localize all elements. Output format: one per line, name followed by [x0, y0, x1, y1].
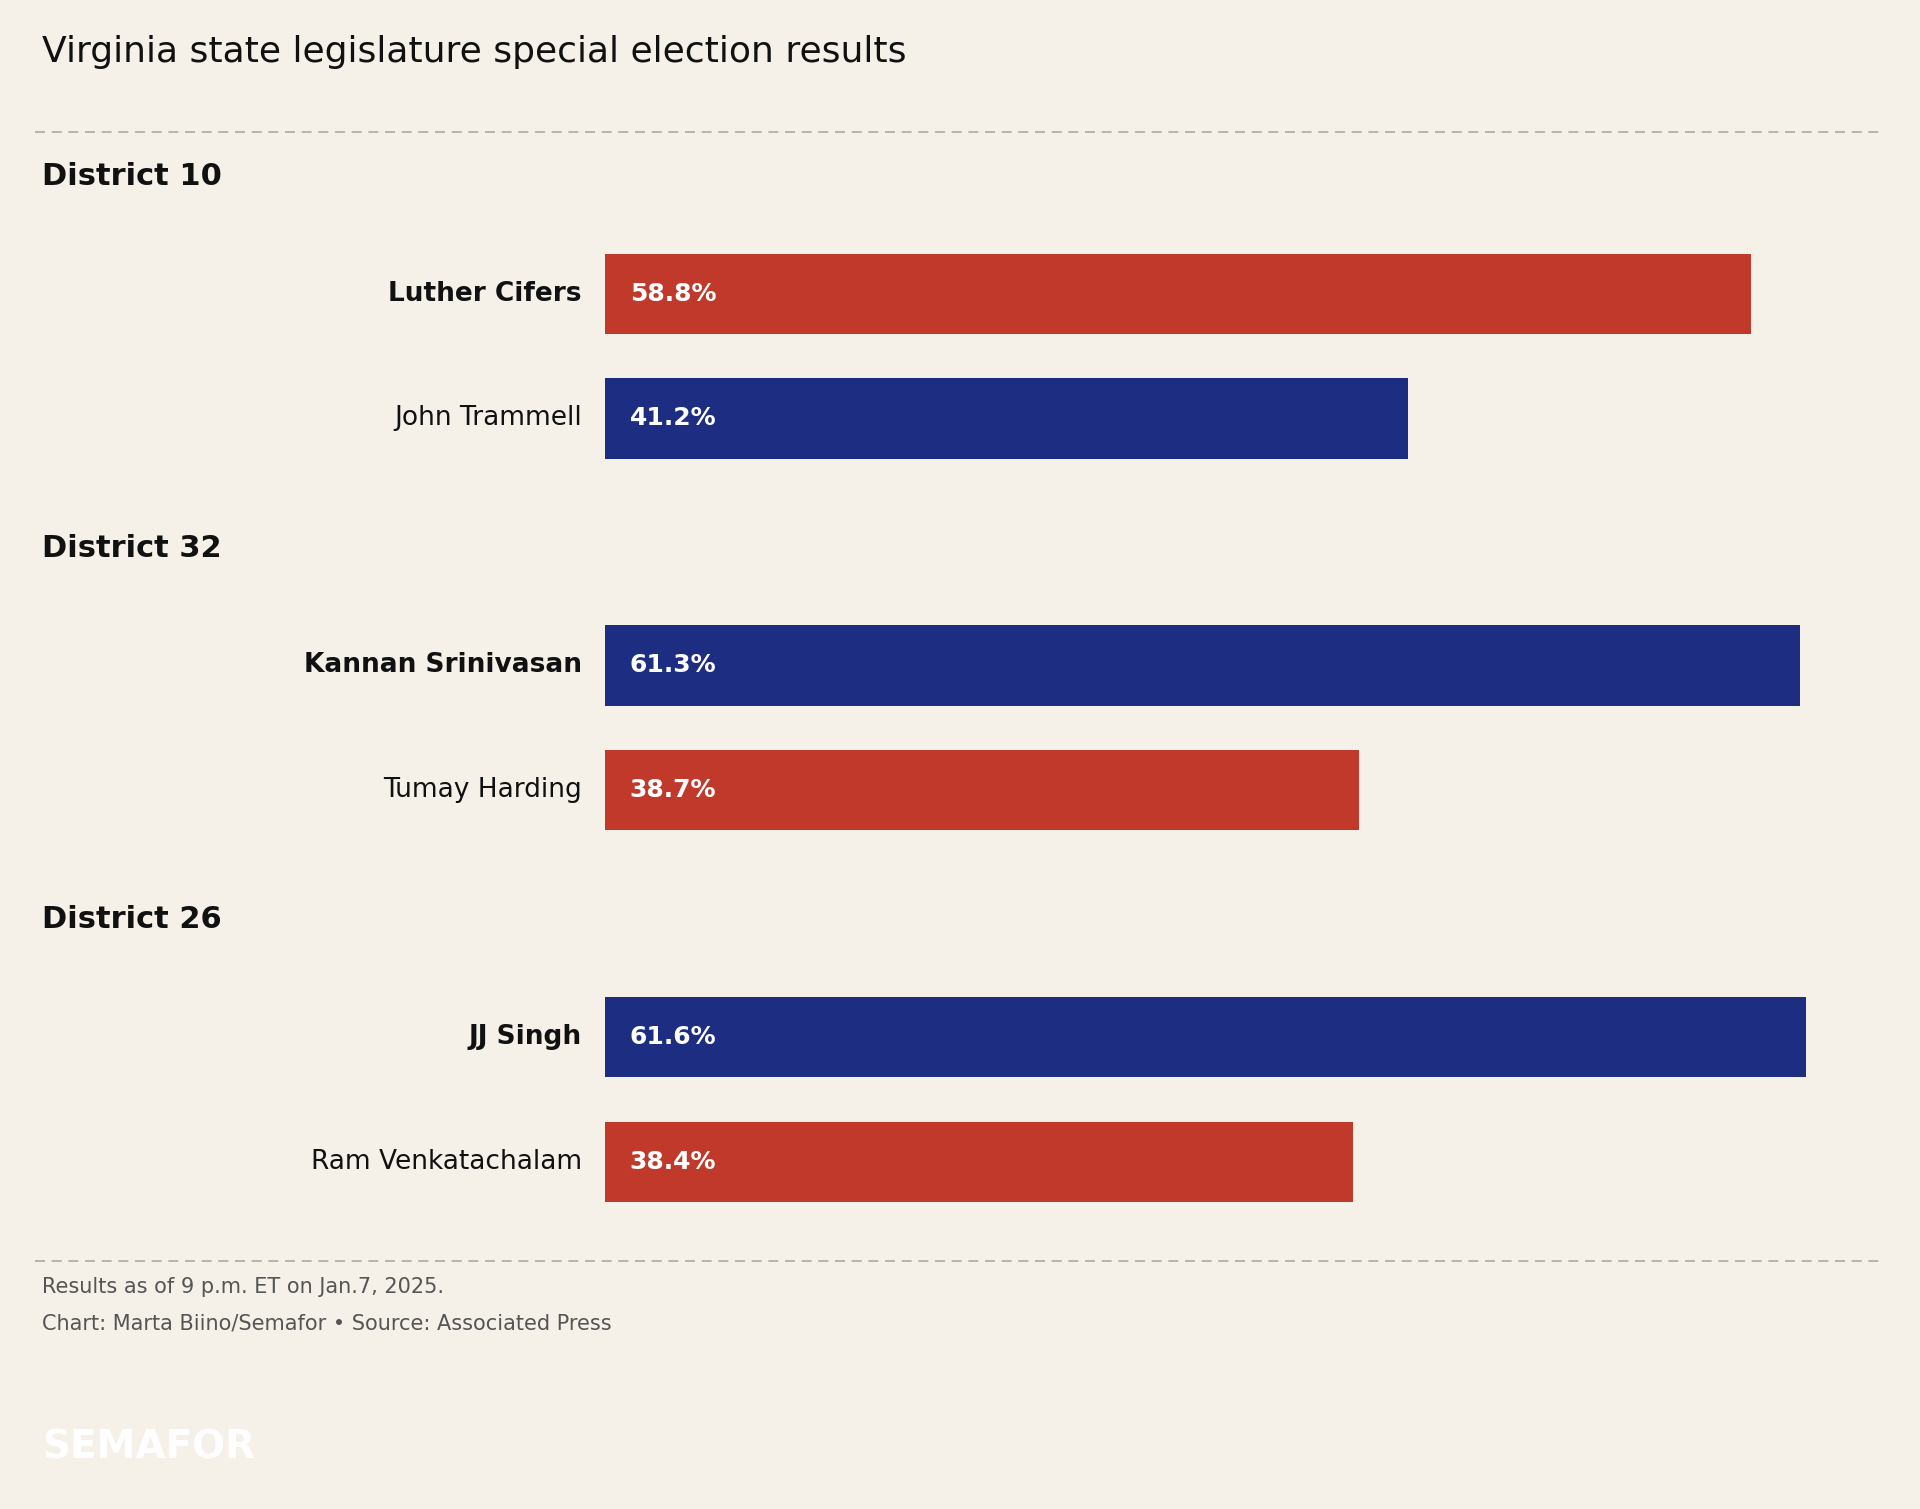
- Text: Results as of 9 p.m. ET on Jan.7, 2025.: Results as of 9 p.m. ET on Jan.7, 2025.: [42, 1277, 444, 1298]
- Text: 61.6%: 61.6%: [630, 1025, 716, 1049]
- Text: John Trammell: John Trammell: [394, 406, 582, 432]
- Text: JJ Singh: JJ Singh: [468, 1025, 582, 1050]
- Bar: [605, 997, 1805, 1077]
- Text: 38.7%: 38.7%: [630, 779, 716, 803]
- Text: Chart: Marta Biino/Semafor • Source: Associated Press: Chart: Marta Biino/Semafor • Source: Ass…: [42, 1313, 612, 1334]
- Text: District 26: District 26: [42, 905, 223, 934]
- Text: District 32: District 32: [42, 534, 223, 563]
- Text: Virginia state legislature special election results: Virginia state legislature special elect…: [42, 35, 906, 68]
- Text: Tumay Harding: Tumay Harding: [382, 777, 582, 803]
- Text: 61.3%: 61.3%: [630, 653, 716, 678]
- Text: 38.4%: 38.4%: [630, 1150, 716, 1174]
- Bar: [605, 1121, 1354, 1203]
- Text: District 10: District 10: [42, 161, 223, 192]
- Text: 58.8%: 58.8%: [630, 282, 716, 306]
- Text: Ram Venkatachalam: Ram Venkatachalam: [311, 1148, 582, 1176]
- Bar: [605, 254, 1751, 333]
- Text: SEMAFOR: SEMAFOR: [42, 1428, 255, 1467]
- Text: 41.2%: 41.2%: [630, 406, 716, 430]
- Bar: [605, 750, 1359, 830]
- Text: Luther Cifers: Luther Cifers: [388, 281, 582, 306]
- Bar: [605, 379, 1407, 459]
- Bar: [605, 625, 1799, 706]
- Text: Kannan Srinivasan: Kannan Srinivasan: [303, 652, 582, 679]
